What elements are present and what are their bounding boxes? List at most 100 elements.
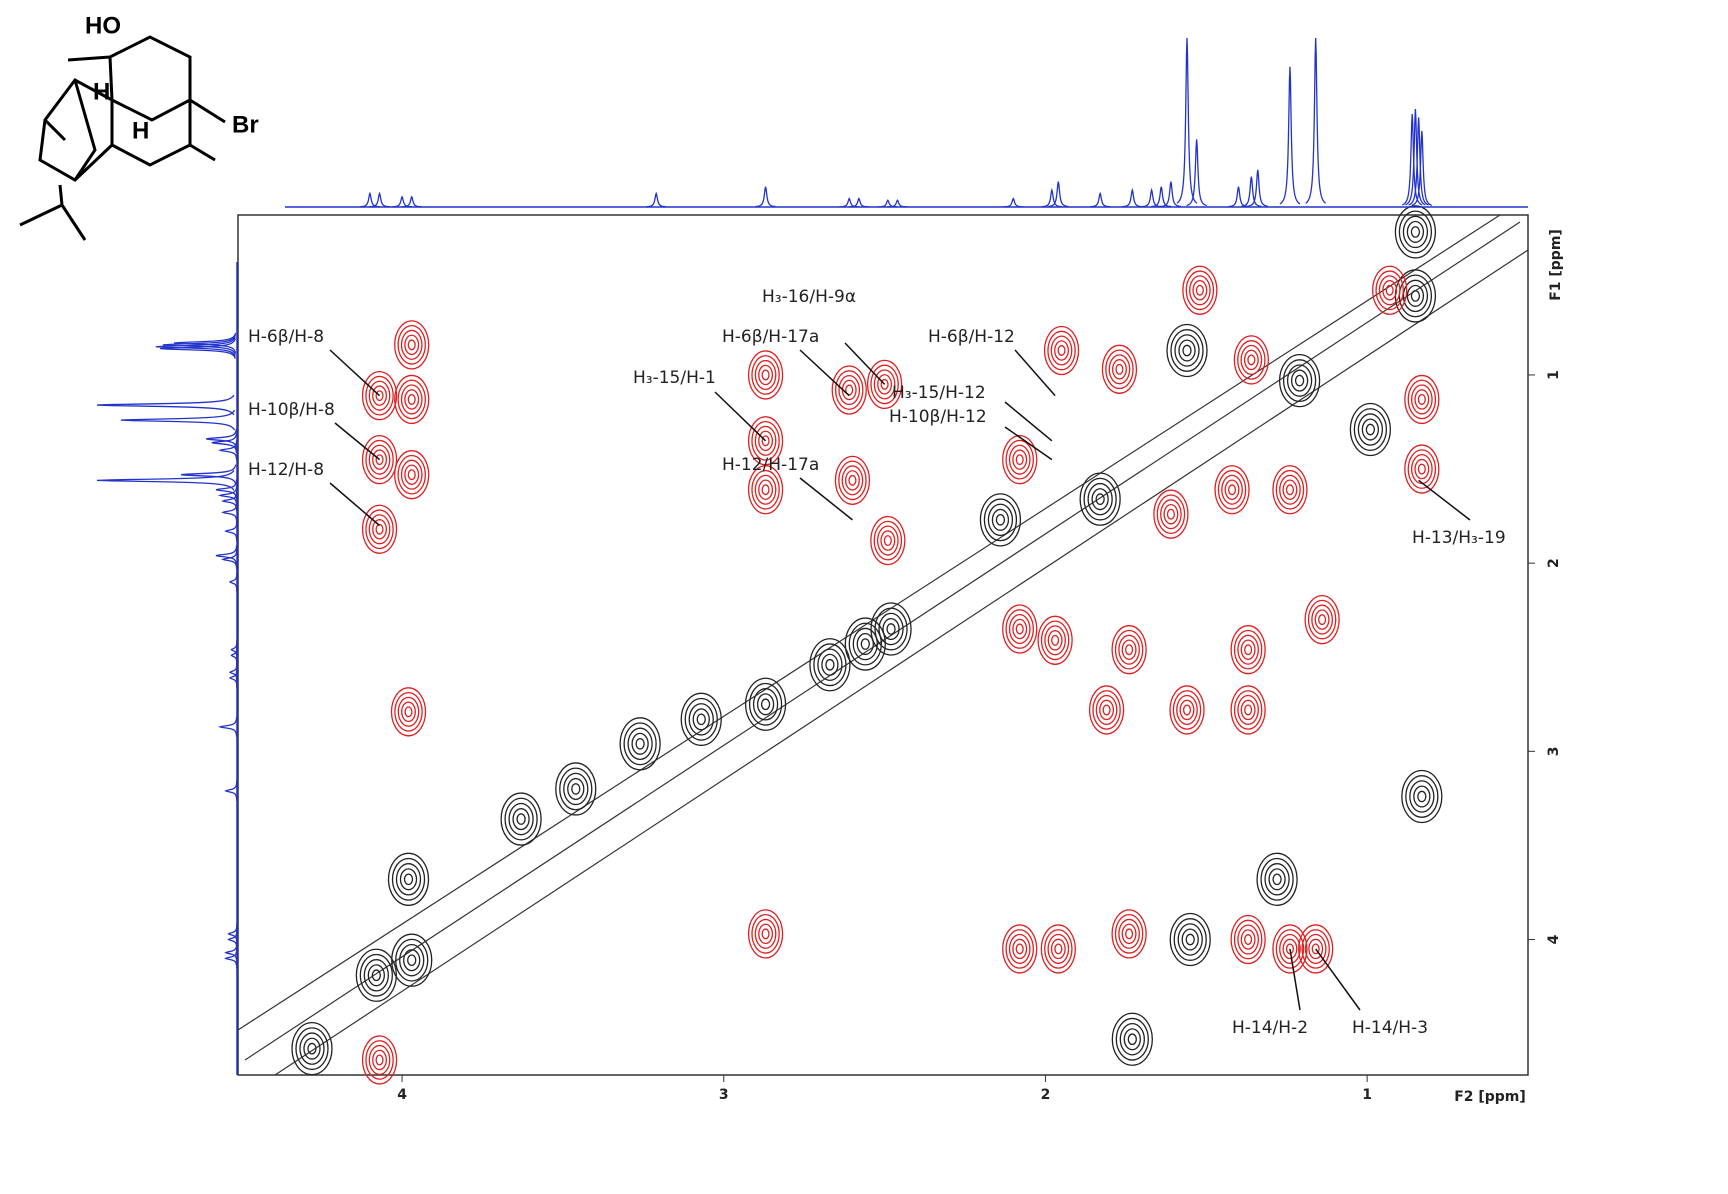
contour <box>399 943 425 977</box>
contour <box>1057 345 1066 356</box>
contour <box>1279 933 1301 964</box>
contour <box>404 334 420 356</box>
contour <box>375 390 384 402</box>
peak <box>361 1035 398 1085</box>
contour <box>747 416 784 466</box>
contour <box>401 701 416 723</box>
contour <box>1417 790 1427 803</box>
peak <box>809 638 851 692</box>
contour <box>1237 924 1259 955</box>
contour <box>1398 274 1433 318</box>
contour <box>394 691 423 732</box>
contour <box>758 430 774 452</box>
contour <box>1278 353 1321 408</box>
contour <box>1272 873 1282 886</box>
peak <box>1401 769 1443 824</box>
projection-peak <box>211 432 238 453</box>
contour <box>372 385 387 406</box>
contour <box>1002 434 1038 485</box>
contour <box>395 863 422 896</box>
contour <box>1160 499 1182 530</box>
contour <box>1240 639 1256 660</box>
contour <box>361 1035 398 1085</box>
contour <box>748 682 783 726</box>
contour <box>1414 389 1430 410</box>
annotation: H₃-15/H-1 <box>633 368 716 388</box>
contour <box>1083 477 1117 521</box>
contour <box>1282 938 1298 960</box>
peak <box>1002 434 1038 485</box>
contour <box>744 677 787 731</box>
bond <box>67 55 226 162</box>
contour <box>848 474 857 486</box>
projection-peak <box>755 186 776 208</box>
contour <box>761 928 770 940</box>
x-tick-label: 4 <box>397 1087 407 1103</box>
contour <box>1406 220 1425 243</box>
contour <box>751 469 780 510</box>
contour <box>870 364 899 405</box>
peak <box>1002 924 1038 974</box>
contour <box>1314 609 1330 630</box>
peak <box>291 1022 333 1076</box>
contour <box>1015 943 1024 955</box>
contour <box>756 693 775 716</box>
peak <box>1037 615 1073 665</box>
contour <box>1410 290 1421 302</box>
contour <box>1012 938 1028 960</box>
contour <box>1308 938 1324 960</box>
projection-peak <box>839 197 860 208</box>
contour <box>619 717 661 771</box>
contour <box>1285 943 1294 955</box>
projection-peak <box>1405 108 1426 206</box>
annotation-leader <box>1315 948 1361 1011</box>
contour <box>1244 934 1253 945</box>
contour <box>1111 1012 1153 1066</box>
contour <box>1264 863 1290 896</box>
annotation-leader <box>329 349 381 397</box>
contour <box>1294 374 1305 387</box>
peak <box>1394 269 1437 323</box>
contour <box>844 617 886 671</box>
annotation: H-10β/H-12 <box>889 407 987 427</box>
contour <box>878 612 904 646</box>
peak <box>744 677 787 731</box>
peak <box>500 792 542 846</box>
projection-peak <box>1305 37 1327 204</box>
projection-peak <box>159 338 236 359</box>
contour <box>368 444 391 475</box>
projection-peak <box>1176 37 1198 204</box>
contour <box>1272 924 1308 974</box>
bond <box>110 100 192 167</box>
contour <box>1005 929 1034 969</box>
contour <box>848 622 882 666</box>
annotation: H-6β/H-17a <box>722 327 819 347</box>
contour <box>1275 469 1305 510</box>
peak <box>1304 594 1340 645</box>
contour <box>1169 685 1205 735</box>
contour <box>1230 625 1266 675</box>
contour <box>1156 494 1186 535</box>
contour <box>688 703 714 736</box>
contour <box>395 938 429 982</box>
projection-peak <box>206 428 237 450</box>
projection-peak <box>1003 197 1024 208</box>
peak <box>1101 344 1138 394</box>
contour <box>1012 618 1028 640</box>
contour <box>404 464 420 485</box>
contour <box>1088 685 1125 735</box>
contour <box>1243 349 1259 371</box>
peak <box>1169 912 1211 967</box>
annotation-leader <box>1418 479 1471 521</box>
contour <box>1005 439 1034 480</box>
contour <box>1123 1028 1141 1051</box>
peak <box>1169 685 1205 735</box>
projection-peak <box>1411 130 1433 206</box>
bond <box>108 35 192 122</box>
peak <box>1372 265 1408 315</box>
contour <box>1008 933 1031 964</box>
contour <box>407 469 416 481</box>
peak <box>747 416 784 466</box>
contour <box>696 713 706 726</box>
contour <box>1105 349 1134 390</box>
